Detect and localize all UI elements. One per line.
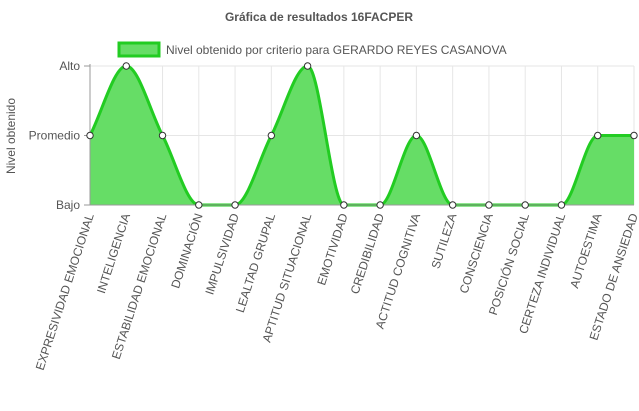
- data-point[interactable]: [557, 201, 566, 209]
- data-point[interactable]: [376, 201, 384, 209]
- data-point[interactable]: [86, 131, 94, 140]
- legend[interactable]: Nivel obtenido por criterio para GERARDO…: [117, 41, 507, 58]
- y-tick-label: Promedio: [29, 129, 81, 143]
- data-point[interactable]: [122, 62, 130, 70]
- data-point[interactable]: [521, 201, 529, 209]
- legend-swatch[interactable]: [117, 41, 161, 58]
- x-tick-label: CREDIBILIDAD: [348, 211, 387, 296]
- data-point[interactable]: [485, 201, 493, 209]
- x-tick-label: DOMINACIÓN: [167, 211, 205, 290]
- data-point[interactable]: [594, 131, 602, 140]
- x-tick-label: INTELIGENCIA: [94, 212, 133, 296]
- data-point[interactable]: [448, 201, 457, 209]
- x-tick-label: CONSCIENCIA: [457, 212, 496, 296]
- data-point[interactable]: [231, 201, 239, 209]
- y-tick-labels: Bajo Promedio Alto: [29, 59, 90, 212]
- x-tick-labels: EXPRESIVIDAD EMOCIONALINTELIGENCIAESTABI…: [33, 211, 639, 372]
- y-tick-label: Alto: [59, 59, 80, 73]
- x-tick-label: IMPULSIVIDAD: [202, 211, 242, 296]
- data-point[interactable]: [303, 62, 312, 70]
- data-point[interactable]: [340, 201, 348, 209]
- data-point[interactable]: [158, 131, 167, 140]
- series-fill: [90, 66, 634, 205]
- x-tick-label: EMOTIVIDAD: [314, 211, 350, 287]
- y-axis-title: Nivel obtenido: [4, 98, 18, 174]
- data-points: [86, 62, 638, 209]
- x-tick-label: LEALTAD GRUPAL: [233, 211, 278, 314]
- x-tick-label: AUTOESTIMA: [567, 212, 604, 290]
- chart-title: Gráfica de resultados 16FACPER: [225, 10, 413, 24]
- y-tick-label: Bajo: [56, 198, 80, 212]
- data-point[interactable]: [195, 201, 203, 209]
- legend-label[interactable]: Nivel obtenido por criterio para GERARDO…: [166, 43, 507, 57]
- data-point[interactable]: [630, 131, 638, 140]
- data-point[interactable]: [267, 131, 276, 140]
- x-tick-label: EXPRESIVIDAD EMOCIONAL: [33, 211, 97, 372]
- data-point[interactable]: [412, 131, 421, 140]
- x-tick-label: SUTILEZA: [428, 212, 459, 271]
